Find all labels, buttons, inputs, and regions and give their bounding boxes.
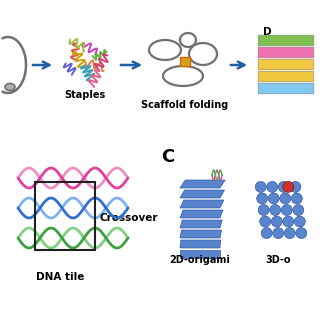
Bar: [180, 57, 190, 66]
Bar: [258, 35, 313, 45]
Polygon shape: [180, 200, 224, 208]
Text: Staples: Staples: [64, 90, 106, 100]
Circle shape: [291, 193, 302, 204]
Bar: [258, 71, 313, 81]
Polygon shape: [180, 180, 225, 188]
Bar: [35, 182, 95, 250]
Polygon shape: [180, 240, 221, 248]
Circle shape: [283, 181, 294, 192]
Circle shape: [293, 204, 304, 215]
Circle shape: [278, 181, 289, 192]
Bar: [258, 35, 313, 45]
Bar: [258, 83, 313, 93]
Bar: [258, 47, 313, 57]
Text: m: m: [263, 33, 272, 42]
Circle shape: [260, 216, 271, 227]
Circle shape: [270, 204, 281, 215]
Circle shape: [283, 216, 294, 227]
Bar: [258, 71, 313, 81]
Circle shape: [271, 216, 282, 227]
Text: Scaffold folding: Scaffold folding: [141, 100, 228, 110]
Circle shape: [273, 228, 284, 239]
Text: 3D-o: 3D-o: [265, 255, 291, 265]
Circle shape: [284, 228, 295, 239]
Circle shape: [296, 228, 307, 239]
Bar: [258, 83, 313, 93]
Polygon shape: [180, 250, 220, 258]
Circle shape: [257, 193, 268, 204]
Ellipse shape: [5, 84, 15, 91]
Text: D: D: [263, 27, 272, 37]
Bar: [180, 57, 190, 66]
Circle shape: [294, 216, 305, 227]
Circle shape: [281, 204, 292, 215]
Polygon shape: [180, 210, 223, 218]
Circle shape: [261, 228, 272, 239]
Polygon shape: [180, 190, 225, 198]
Polygon shape: [180, 230, 221, 238]
Text: DNA tile: DNA tile: [36, 272, 84, 282]
Circle shape: [268, 193, 279, 204]
Circle shape: [290, 181, 301, 192]
Circle shape: [280, 193, 291, 204]
Circle shape: [255, 181, 266, 192]
Bar: [258, 59, 313, 69]
Text: C: C: [161, 148, 175, 166]
Circle shape: [258, 204, 269, 215]
Circle shape: [267, 181, 278, 192]
Bar: [258, 59, 313, 69]
Polygon shape: [180, 220, 222, 228]
Bar: [258, 47, 313, 57]
Text: Crossover: Crossover: [100, 213, 158, 223]
Text: 2D-origami: 2D-origami: [170, 255, 230, 265]
